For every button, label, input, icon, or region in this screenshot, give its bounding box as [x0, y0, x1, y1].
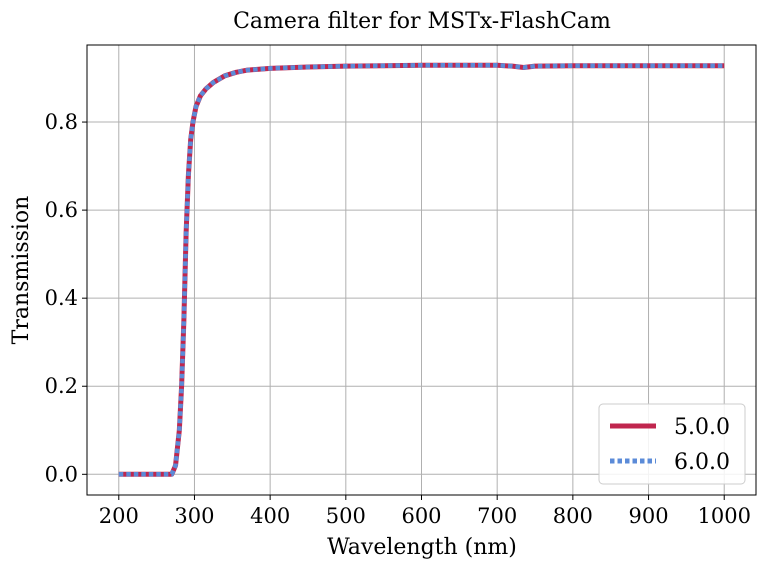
- grid-lines: [87, 45, 756, 495]
- x-tick-label-500: 500: [326, 504, 366, 528]
- legend-label-6-0-0: 6.0.0: [674, 450, 730, 475]
- y-axis-label: Transmission: [9, 196, 34, 345]
- series-line-6-0-0: [118, 63, 725, 477]
- x-tick-label-800: 800: [553, 504, 593, 528]
- x-tick-label-400: 400: [250, 504, 290, 528]
- x-tick-label-700: 700: [477, 504, 517, 528]
- x-axis-ticks: 200 300 400 500 600 700 800 900 1000: [99, 495, 751, 528]
- x-tick-label-200: 200: [99, 504, 139, 528]
- y-axis-ticks: 0.0 0.2 0.4 0.6 0.8: [45, 110, 87, 486]
- y-tick-label-0-8: 0.8: [45, 110, 78, 134]
- y-tick-label-0: 0.0: [45, 462, 78, 486]
- y-tick-label-0-4: 0.4: [45, 286, 78, 310]
- x-tick-label-900: 900: [628, 504, 668, 528]
- y-tick-label-0-2: 0.2: [45, 374, 78, 398]
- x-tick-label-1000: 1000: [697, 504, 750, 528]
- y-tick-label-0-6: 0.6: [45, 198, 78, 222]
- x-axis-label: Wavelength (nm): [327, 535, 517, 560]
- series-lines: [118, 62, 725, 477]
- chart-title: Camera filter for MSTx-FlashCam: [233, 9, 611, 34]
- x-tick-label-300: 300: [174, 504, 214, 528]
- legend-label-5-0-0: 5.0.0: [674, 415, 730, 440]
- x-tick-label-600: 600: [401, 504, 441, 528]
- legend: 5.0.0 6.0.0: [598, 403, 746, 485]
